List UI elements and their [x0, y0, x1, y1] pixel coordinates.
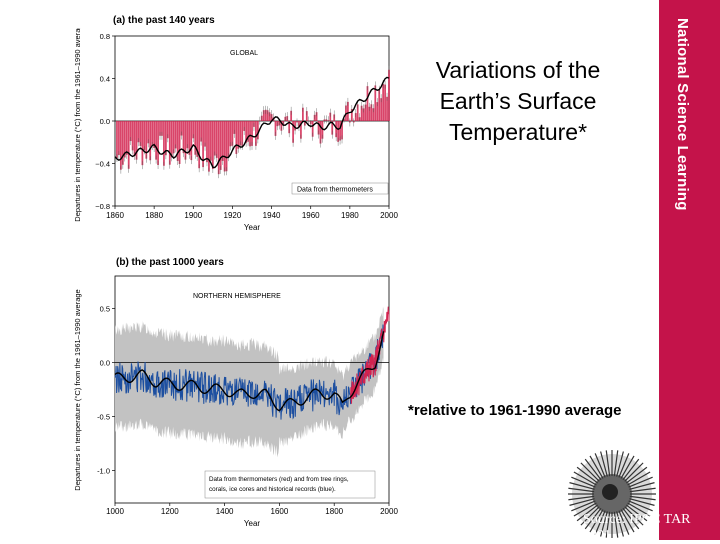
chart-a-bar [214, 121, 216, 156]
chart-a-bar [157, 121, 159, 165]
chart-b-x-tick-label: 1600 [271, 507, 289, 516]
chart-b-x-tick-label: 2000 [380, 507, 398, 516]
chart-a-bar [194, 121, 196, 155]
chart-a-bar [374, 85, 376, 121]
chart-a-bar [171, 121, 173, 157]
chart-a-bar [118, 121, 120, 155]
chart-a-bar [367, 86, 369, 121]
chart-a-bar [384, 85, 386, 121]
chart-a-bar [149, 121, 151, 160]
slide-title: Variations of the Earth’s Surface Temper… [398, 55, 638, 148]
chart-b-y-tick-label: -1.0 [97, 467, 110, 476]
chart-a-bar [173, 121, 175, 153]
chart-a-bar [179, 121, 181, 164]
chart-a-bar [208, 121, 210, 172]
chart-a-bar [183, 121, 185, 153]
chart-a-y-tick-label: −0.4 [95, 160, 110, 169]
chart-b-y-ticks: 0.5 0.0 -0.5 -1.0 [97, 304, 115, 475]
chart-a-bar [235, 121, 237, 154]
chart-a-title: (a) the past 140 years [113, 15, 215, 26]
chart-a-bar [222, 121, 224, 161]
chart-a-bar [237, 121, 239, 149]
chart-a-bar [198, 121, 200, 168]
chart-a-y-tick-label: 0.0 [100, 117, 110, 126]
chart-a-bar [185, 121, 187, 160]
chart-a-bar [134, 121, 136, 156]
chart-a-bars [116, 66, 390, 178]
chart-a-bar [226, 121, 228, 171]
chart-a-bar [218, 121, 220, 174]
chart-a-bar [175, 121, 177, 148]
chart-b-legend-note-line2: corals, ice cores and historical records… [209, 486, 336, 493]
chart-a-bar [210, 121, 212, 161]
chart-a-bar [155, 121, 157, 160]
brand-name: National Science Learning Centre [660, 18, 704, 228]
chart-b-y-tick-label: 0.0 [100, 358, 110, 367]
chart-b-legend-note-line1: Data from thermometers (red) and from tr… [209, 476, 349, 483]
chart-a-bar [187, 121, 189, 148]
chart-a-bar [116, 121, 118, 158]
chart-a-x-tick-label: 1940 [263, 211, 281, 220]
chart-a-bar [128, 121, 130, 169]
chart-a-ylabel: Departures in temperature (°C) from the … [73, 28, 82, 222]
chart-a-x-tick-label: 1860 [106, 211, 124, 220]
chart-a-bar [206, 121, 208, 162]
chart-a-bar [126, 121, 128, 155]
chart-b: NORTHERN HEMISPHERE Data from thermomete… [70, 270, 470, 528]
chart-a-bar [228, 121, 230, 157]
chart-a-bar [120, 121, 122, 170]
chart-a-x-tick-label: 1980 [341, 211, 359, 220]
chart-b-ylabel: Departures in temperature (°C) from the … [73, 289, 82, 490]
chart-b-annotation: NORTHERN HEMISPHERE [193, 293, 281, 300]
chart-a-bar [224, 121, 226, 171]
chart-b-x-tick-label: 1200 [161, 507, 179, 516]
chart-a-legend-note: Data from thermometers [297, 187, 373, 194]
chart-b-x-ticks: 1000 1200 1400 1600 1800 2000 [106, 503, 398, 516]
chart-a-y-tick-label: −0.8 [95, 202, 110, 211]
footnote: *relative to 1961-1990 average [408, 402, 621, 419]
chart-a-x-tick-label: 1900 [184, 211, 202, 220]
chart-a-x-tick-label: 2000 [380, 211, 398, 220]
chart-b-y-tick-label: 0.5 [100, 304, 110, 313]
chart-b-x-tick-label: 1400 [216, 507, 234, 516]
chart-a-bar [143, 121, 145, 150]
chart-a-x-tick-label: 1880 [145, 211, 163, 220]
chart-a-bar [163, 121, 165, 166]
chart-a-bar [190, 121, 192, 160]
chart-a-bar [382, 84, 384, 121]
chart-a-x-ticks: 1860 1880 1900 1920 1940 1960 1980 2000 [106, 206, 398, 220]
chart-a-x-tick-label: 1920 [224, 211, 242, 220]
chart-a-bar [212, 121, 214, 169]
chart-a-xlabel: Year [244, 223, 261, 232]
chart-a-bar [378, 90, 380, 121]
chart-a-bar [220, 121, 222, 170]
chart-a-annotation: GLOBAL [230, 50, 258, 57]
chart-a-bar [142, 121, 144, 165]
chart-b-xlabel: Year [244, 519, 261, 528]
chart-b-y-tick-label: -0.5 [97, 413, 110, 422]
chart-a-bar [132, 121, 134, 150]
chart-a-y-tick-label: 0.4 [100, 75, 110, 84]
chart-b-title: (b) the past 1000 years [116, 257, 224, 268]
chart-b-x-tick-label: 1800 [325, 507, 343, 516]
chart-a-y-tick-label: 0.8 [100, 32, 110, 41]
chart-a-bar [169, 121, 171, 165]
chart-b-x-tick-label: 1000 [106, 507, 124, 516]
source-credit: Source: IPCC TAR 2001 [583, 512, 720, 544]
chart-a-y-ticks: 0.8 0.4 0.0 −0.4 −0.8 [95, 32, 115, 211]
chart-a-x-tick-label: 1960 [302, 211, 320, 220]
chart-a-bar [216, 121, 218, 158]
